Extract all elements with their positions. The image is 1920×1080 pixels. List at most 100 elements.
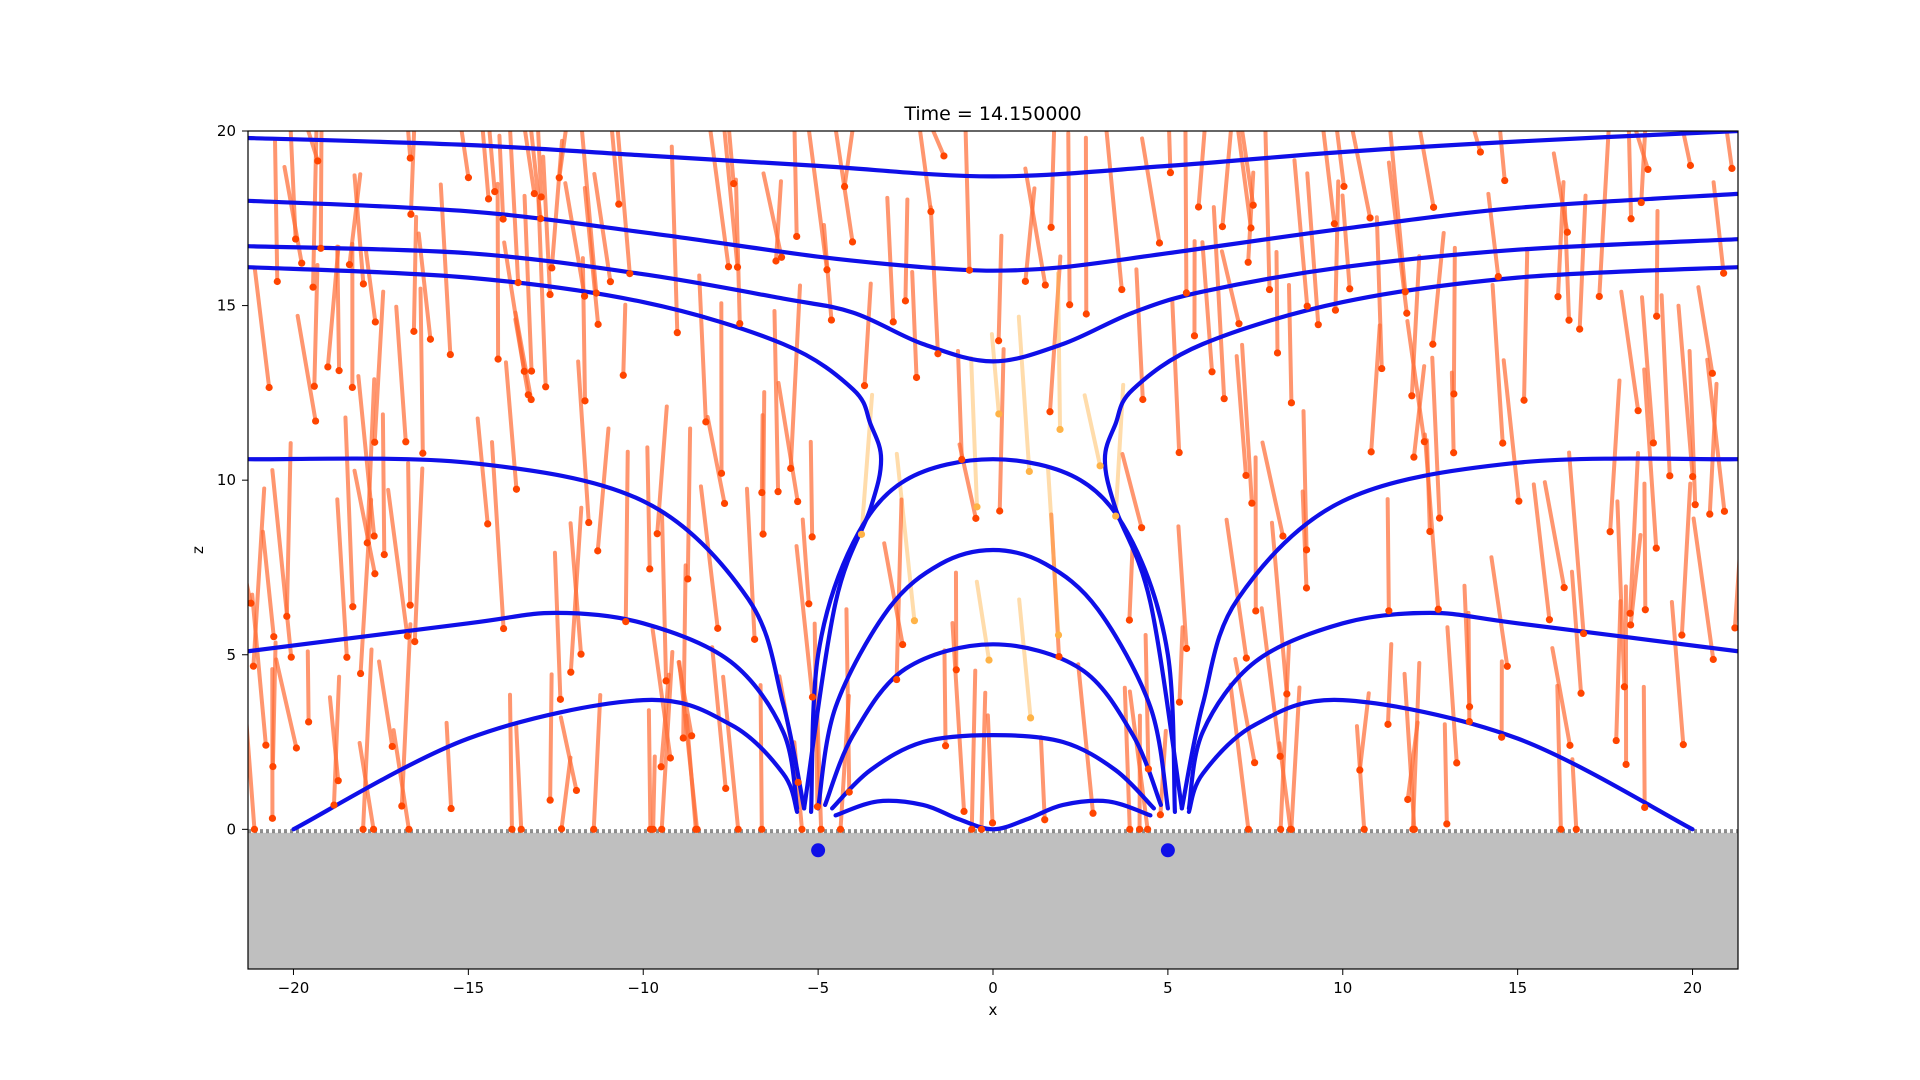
particle-trail	[1445, 625, 1459, 765]
particle	[1426, 527, 1434, 536]
particle	[398, 802, 406, 810]
sources	[811, 843, 1175, 858]
particle	[530, 190, 538, 198]
particle-trail	[1017, 597, 1033, 720]
particle-trail	[1542, 480, 1567, 590]
particle-trail	[318, 131, 324, 251]
particle-trail	[1659, 293, 1672, 478]
particle-trail	[418, 286, 425, 456]
particle	[693, 825, 701, 833]
x-axis-label: x	[989, 1001, 998, 1019]
particle-trail	[475, 416, 490, 526]
particle	[402, 438, 410, 446]
particle	[848, 238, 857, 246]
particle	[606, 278, 615, 286]
particle	[1408, 392, 1416, 400]
particle-trail	[1498, 131, 1507, 183]
particle-trail	[490, 440, 506, 631]
particle-trail	[1278, 643, 1291, 832]
particle-trail	[1220, 131, 1233, 229]
particle-trail	[568, 521, 584, 657]
particle	[330, 801, 338, 809]
particle-trail	[615, 131, 632, 276]
particle-trail	[1696, 285, 1715, 376]
particle-trail	[406, 461, 413, 608]
particle	[324, 363, 332, 371]
particle	[724, 263, 733, 271]
particles	[248, 148, 1738, 833]
particle-trail	[548, 672, 554, 803]
particle	[494, 355, 502, 363]
particle-trail	[363, 247, 378, 324]
particle	[658, 825, 666, 833]
ground-layer	[248, 829, 1738, 969]
particle-trail	[1224, 517, 1249, 661]
particle	[1251, 759, 1259, 767]
particle	[594, 320, 602, 328]
particle-trail	[312, 263, 320, 389]
particle	[262, 741, 270, 749]
particle-trail	[391, 728, 411, 832]
particle-trail	[273, 138, 280, 284]
particle	[1557, 825, 1565, 833]
particle	[426, 335, 435, 343]
particle	[1686, 161, 1695, 170]
y-tick-label: 15	[217, 297, 236, 315]
particle	[758, 825, 766, 833]
particle	[1190, 332, 1199, 340]
particle	[527, 367, 536, 375]
particle-trail	[931, 131, 946, 158]
particle-trail	[794, 544, 815, 700]
particle	[1056, 425, 1064, 434]
particle	[407, 210, 415, 218]
particle	[1450, 449, 1458, 457]
particle	[1728, 164, 1736, 173]
particle	[419, 449, 427, 457]
particle-trail	[394, 304, 408, 444]
particle	[772, 257, 780, 265]
particle	[1182, 644, 1191, 653]
particle	[446, 350, 454, 359]
particle-trail	[1615, 499, 1627, 689]
particle-trail	[1104, 131, 1124, 292]
particle-trail	[727, 131, 736, 186]
particle	[857, 530, 866, 538]
particle-trail	[591, 693, 603, 832]
particle	[1450, 390, 1458, 398]
particle	[537, 193, 545, 201]
particle	[356, 669, 365, 678]
source-marker	[811, 843, 826, 858]
particle	[572, 786, 581, 795]
particle	[581, 397, 589, 405]
particle	[334, 777, 342, 785]
particle-trail	[1240, 342, 1254, 506]
particle	[369, 825, 378, 833]
particle	[845, 788, 853, 796]
particle-trail	[1016, 314, 1032, 474]
particle	[1666, 472, 1674, 480]
particle	[1283, 690, 1291, 698]
particle	[1155, 239, 1164, 247]
particle-trail	[523, 131, 537, 196]
particle-trail	[918, 131, 933, 214]
particle-trail	[1562, 202, 1572, 323]
particle-trail	[655, 404, 669, 536]
particle-trail	[549, 138, 564, 270]
particle-trail	[733, 177, 742, 326]
particle	[972, 514, 980, 522]
particle	[406, 154, 414, 162]
particle-trail	[842, 131, 855, 189]
plot-area	[248, 131, 1738, 969]
particle-trail	[497, 133, 506, 222]
particle	[1465, 717, 1473, 726]
particle-trail	[343, 415, 355, 609]
particle	[1182, 289, 1190, 297]
x-tick-label: −5	[807, 979, 829, 997]
particle-trail	[377, 659, 395, 749]
particle-trail	[1388, 131, 1408, 294]
particle	[1208, 368, 1216, 376]
particle-trail	[776, 380, 800, 504]
particle	[1652, 544, 1660, 552]
particle	[751, 635, 759, 643]
particle	[1247, 224, 1255, 232]
